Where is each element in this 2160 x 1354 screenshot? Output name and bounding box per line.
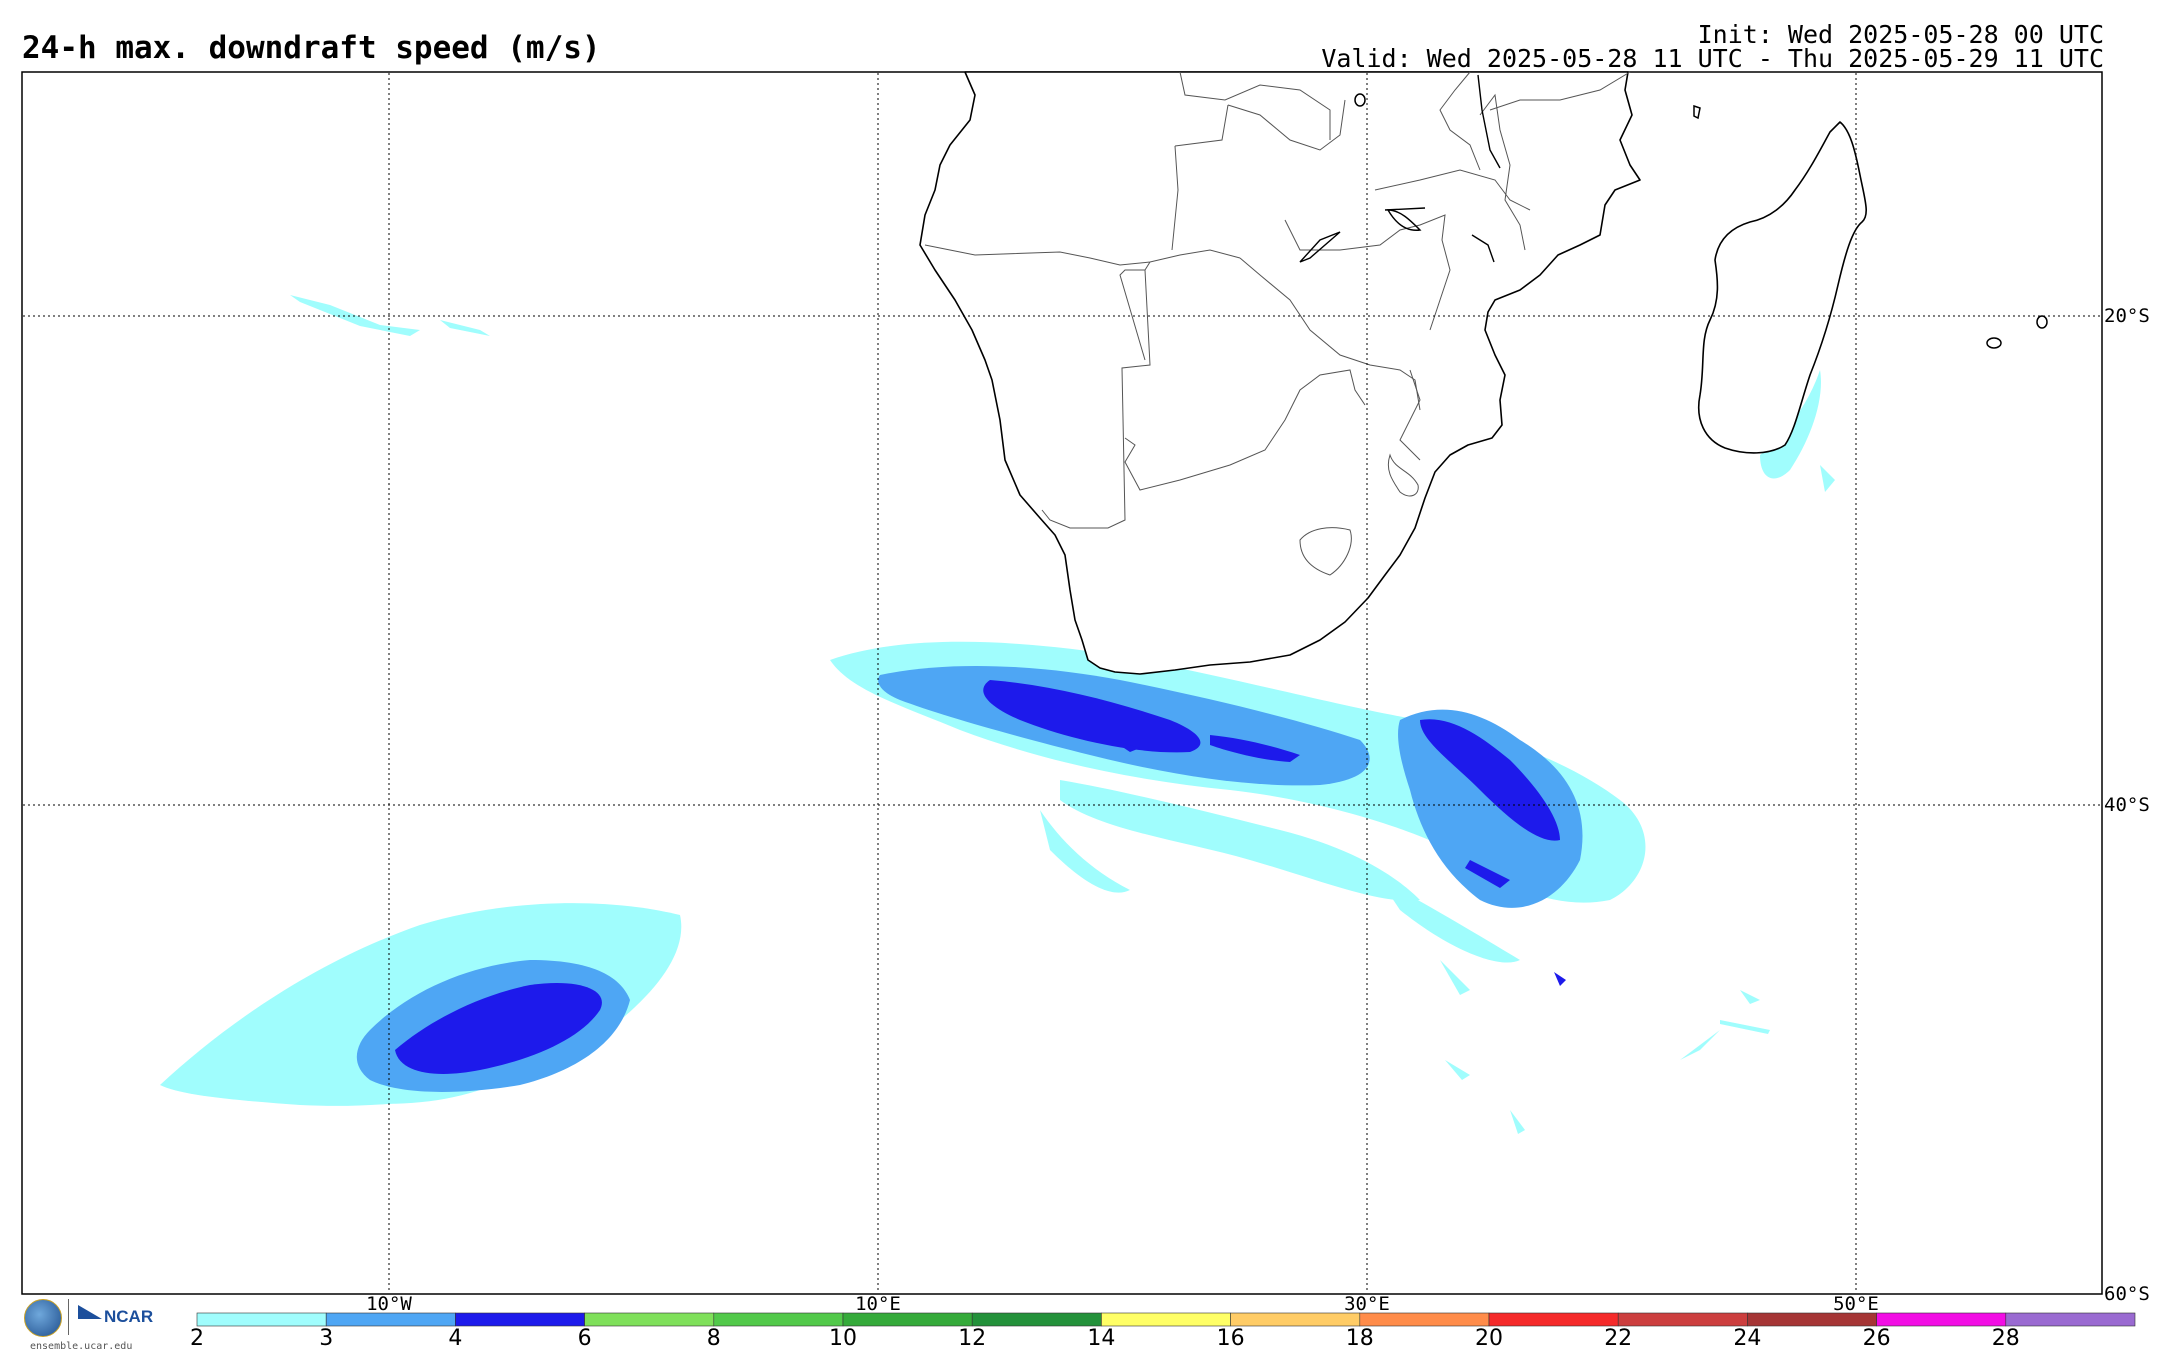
- lat-label-60s: 60°S: [2104, 1283, 2150, 1305]
- colorbar-tick-label: 6: [578, 1326, 592, 1351]
- colorbar-swatch: [1230, 1312, 1361, 1327]
- ncar-logo-icon: [78, 1305, 102, 1319]
- colorbar-swatch: [842, 1312, 973, 1327]
- colorbar-swatch: [713, 1312, 844, 1327]
- lon-label-50e: 50°E: [1833, 1293, 1879, 1315]
- country-borders: [924, 71, 1631, 576]
- lat-label-40s: 40°S: [2104, 794, 2150, 816]
- colorbar-tick-label: 12: [958, 1326, 986, 1351]
- map-title: 24-h max. downdraft speed (m/s): [22, 30, 601, 66]
- lon-label-10e: 10°E: [855, 1293, 901, 1315]
- nsf-seal-icon: [24, 1299, 62, 1337]
- colorbar-tick-label: 22: [1604, 1326, 1632, 1351]
- site-url: ensemble.ucar.edu: [30, 1341, 133, 1352]
- colorbar-swatch: [1488, 1312, 1619, 1327]
- colorbar-swatch: [584, 1312, 715, 1327]
- colorbar-swatch: [1101, 1312, 1231, 1327]
- lat-label-20s: 20°S: [2104, 305, 2150, 327]
- colorbar-tick-label: 14: [1087, 1326, 1115, 1351]
- lat-labels: 20°S 40°S 60°S: [2104, 305, 2150, 1305]
- init-time: Init: Wed 2025-05-28 00 UTC: [1697, 20, 2104, 49]
- graticule: [23, 73, 2101, 1293]
- lakes: [1299, 74, 1501, 263]
- colorbar-swatch: [1747, 1312, 1877, 1327]
- colorbar-tick-label: 8: [707, 1326, 721, 1351]
- small-islands: [1354, 93, 2048, 349]
- colorbar: 2 3 4 6 8 10 12 14 16 18 20 22 24 26 28: [190, 1312, 2136, 1351]
- colorbar-tick-label: 24: [1733, 1326, 1761, 1351]
- land-africa: [919, 71, 1641, 675]
- colorbar-tick-label: 16: [1217, 1326, 1245, 1351]
- ncar-logo-text: NCAR: [104, 1307, 154, 1326]
- logo-block: NCAR ensemble.ucar.edu: [24, 1297, 164, 1352]
- lon-label-30e: 30°E: [1344, 1293, 1390, 1315]
- colorbar-tick-label: 26: [1863, 1326, 1891, 1351]
- lon-labels: 10°W 10°E 30°E 50°E: [366, 1293, 1879, 1315]
- logo-divider: [68, 1299, 69, 1335]
- colorbar-swatch: [1876, 1312, 2007, 1327]
- colorbar-tick-label: 2: [190, 1326, 204, 1351]
- colorbar-tick-label: 20: [1475, 1326, 1503, 1351]
- colorbar-swatch: [455, 1312, 585, 1327]
- field-level-4-6: [395, 680, 1566, 1074]
- colorbar-tick-label: 18: [1346, 1326, 1374, 1351]
- colorbar-swatch: [971, 1312, 1102, 1327]
- lon-label-10w: 10°W: [366, 1293, 412, 1315]
- colorbar-tick-label: 10: [829, 1326, 857, 1351]
- colorbar-swatch: [1617, 1312, 1748, 1327]
- colorbar-swatch: [325, 1312, 456, 1327]
- colorbar-tick-label: 4: [448, 1326, 462, 1351]
- colorbar-swatch: [196, 1312, 327, 1327]
- valid-time: Valid: Wed 2025-05-28 11 UTC - Thu 2025-…: [1321, 44, 2104, 73]
- colorbar-swatch: [1359, 1312, 1490, 1327]
- land-madagascar: [1698, 121, 1867, 454]
- colorbar-swatch: [2005, 1312, 2136, 1327]
- colorbar-tick-label: 28: [1992, 1326, 2020, 1351]
- colorbar-tick-label: 3: [319, 1326, 333, 1351]
